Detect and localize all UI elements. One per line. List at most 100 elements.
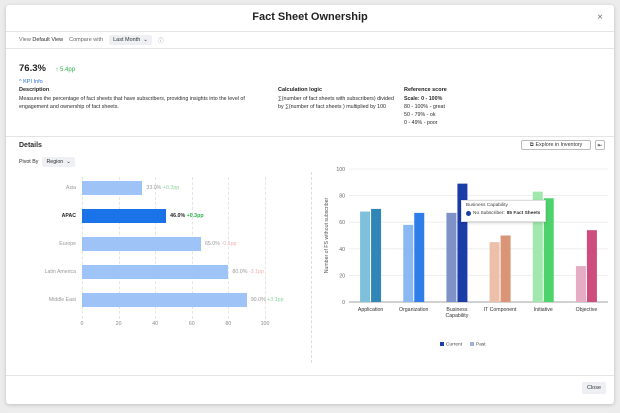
past-bar[interactable] xyxy=(489,242,500,302)
current-bar[interactable] xyxy=(371,208,382,302)
y-tick-label: 60 xyxy=(339,220,345,226)
reference-poor: 0 - 49% - poor xyxy=(404,120,438,126)
close-icon[interactable]: × xyxy=(597,12,603,23)
y-tick-label: 20 xyxy=(339,273,345,279)
past-bar[interactable] xyxy=(575,266,586,302)
x-tick-label: 80 xyxy=(225,321,232,327)
compare-dropdown[interactable]: Last Month ⌄ xyxy=(109,35,152,45)
x-tick-label: Capability xyxy=(446,313,469,319)
tooltip-dot-icon xyxy=(466,211,471,216)
reference-ok: 50 - 79% - ok xyxy=(404,112,436,118)
legend-label-current: Current xyxy=(446,342,462,348)
category-label: Latin America xyxy=(44,269,76,275)
dialog-header: Fact Sheet Ownership × xyxy=(6,5,614,32)
chevron-down-icon: ⌄ xyxy=(66,159,71,165)
category-label: APAC xyxy=(61,213,76,219)
toolbar: View Default View Compare with Last Mont… xyxy=(6,32,614,49)
reference-column: Reference score Scale: 0 - 100% 80 - 100… xyxy=(404,86,504,127)
explore-in-inventory-button[interactable]: ⧉ Explore in Inventory xyxy=(521,140,591,150)
fact-sheet-ownership-dialog: Fact Sheet Ownership × View Default View… xyxy=(6,5,614,404)
x-tick-label: 100 xyxy=(260,321,270,327)
past-bar[interactable] xyxy=(446,212,457,302)
arrow-left-icon: ⇤ xyxy=(597,142,603,149)
x-tick-label: Initiative xyxy=(534,307,553,313)
x-tick-label: Organization xyxy=(399,307,429,313)
x-tick-label: Objective xyxy=(576,307,598,313)
view-selector[interactable]: View Default View xyxy=(19,37,63,43)
chart-legend: Current Past xyxy=(440,342,486,347)
calculation-column: Calculation logic ∑(number of fact sheet… xyxy=(278,86,396,111)
legend-item-past[interactable]: Past xyxy=(470,342,486,347)
category-label: Middle East xyxy=(48,297,76,303)
x-tick-label: 40 xyxy=(152,321,159,327)
bar-value-label: 46.0% +0.3pp xyxy=(170,213,204,219)
current-bar[interactable] xyxy=(500,235,511,303)
kpi-info-link[interactable]: ^ KPI Info xyxy=(19,79,43,85)
current-bar[interactable] xyxy=(414,212,425,302)
kpi-value: 76.3% xyxy=(19,63,46,74)
gridline xyxy=(265,177,266,319)
region-bar[interactable] xyxy=(82,181,143,195)
region-bar[interactable] xyxy=(82,265,229,279)
bar-value-label: 90.0% +3.1pp xyxy=(250,297,284,303)
legend-label-past: Past xyxy=(476,342,486,348)
y-tick-label: 0 xyxy=(342,300,345,306)
category-label: Europe xyxy=(59,241,76,247)
dialog-title: Fact Sheet Ownership xyxy=(252,11,368,23)
kpi-section: 76.3% ↑ 5.4pp ^ KPI Info Description Mea… xyxy=(6,49,614,137)
x-tick-label: Business xyxy=(446,307,467,313)
category-label: Asia xyxy=(65,185,76,191)
x-tick-label: 60 xyxy=(188,321,195,327)
view-value: Default View xyxy=(32,37,64,43)
collapse-button[interactable]: ⇤ xyxy=(595,140,605,150)
x-tick-label: 20 xyxy=(115,321,122,327)
y-axis-label: Number of FS without subscriber xyxy=(324,197,330,273)
pivot-value: Region xyxy=(46,159,64,165)
tooltip-label: No Subscriber: xyxy=(473,211,505,216)
x-tick-label: Application xyxy=(358,307,383,313)
view-label: View xyxy=(19,37,31,43)
pivot-dropdown[interactable]: Region ⌄ xyxy=(42,157,75,167)
legend-swatch-current xyxy=(440,342,444,346)
bar-value-label: 65.0% -0.1pp xyxy=(204,241,237,247)
pivot-label: Pivot By xyxy=(19,159,39,165)
region-bar[interactable] xyxy=(82,293,247,307)
reference-title: Reference score xyxy=(404,87,447,93)
calculation-title: Calculation logic xyxy=(278,87,323,93)
region-bar[interactable] xyxy=(82,237,201,251)
legend-item-current[interactable]: Current xyxy=(440,342,462,347)
y-tick-label: 40 xyxy=(339,247,345,253)
description-column: Description Measures the percentage of f… xyxy=(19,86,259,111)
tooltip-value: 85 Fact Sheets xyxy=(506,211,541,216)
tooltip-title: Business Capability xyxy=(466,203,508,208)
y-tick-label: 80 xyxy=(339,194,345,200)
past-bar[interactable] xyxy=(360,211,371,302)
legend-swatch-past xyxy=(470,342,474,346)
compare-value: Last Month xyxy=(113,37,141,43)
past-bar[interactable] xyxy=(403,224,414,302)
x-tick-label: IT Component xyxy=(484,307,517,313)
calculation-text: ∑(number of fact sheets with subscribers… xyxy=(278,96,394,110)
reference-great: 80 - 100% - great xyxy=(404,104,445,110)
compare-label: Compare with xyxy=(69,37,104,43)
description-title: Description xyxy=(19,87,50,93)
external-link-icon: ⧉ xyxy=(529,141,534,148)
close-button[interactable]: Close xyxy=(582,382,606,394)
y-tick-label: 100 xyxy=(336,167,345,173)
chart-tooltip: Business Capability No Subscriber: 85 Fa… xyxy=(461,200,546,222)
footer-divider xyxy=(6,375,614,376)
chevron-down-icon: ⌄ xyxy=(143,37,148,43)
description-text: Measures the percentage of fact sheets t… xyxy=(19,96,245,110)
details-title: Details xyxy=(19,142,42,149)
bar-value-label: 80.0% -3.1pp xyxy=(232,269,264,275)
gridline xyxy=(228,177,230,319)
info-icon[interactable]: ⓘ xyxy=(157,38,164,45)
explore-button-label: Explore in Inventory xyxy=(535,142,583,148)
bar-value-label: 33.0% +0.3pp xyxy=(146,185,180,191)
chart-divider xyxy=(311,172,312,363)
reference-scale: Scale: 0 - 100% xyxy=(404,96,443,102)
pivot-by: Pivot By Region ⌄ xyxy=(19,157,75,167)
current-bar[interactable] xyxy=(586,230,597,302)
region-bar[interactable] xyxy=(82,209,167,223)
kpi-delta: ↑ 5.4pp xyxy=(55,67,76,73)
